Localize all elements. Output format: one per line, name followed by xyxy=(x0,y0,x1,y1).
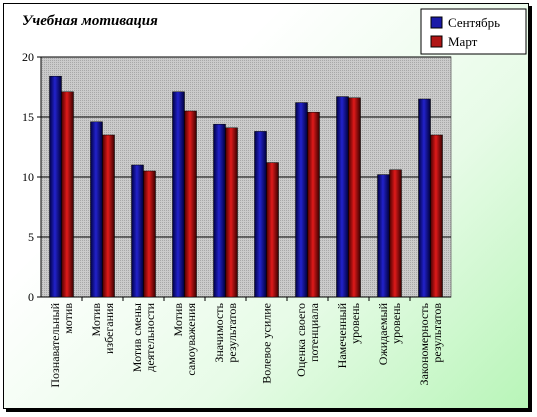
bar-september xyxy=(131,164,144,298)
y-tick-label: 20 xyxy=(22,50,34,64)
category-label: Значимость xyxy=(212,302,226,362)
category-label: самоуважения xyxy=(184,303,198,376)
bar-march xyxy=(102,134,115,298)
bar-september xyxy=(90,121,103,298)
category-label: избегания xyxy=(102,303,116,355)
bar-march xyxy=(143,170,156,298)
y-tick-labels: 0 5 10 15 20 xyxy=(22,50,34,304)
category-label: результатов xyxy=(225,303,239,363)
bar-september xyxy=(254,131,267,298)
bar-march xyxy=(389,169,402,298)
bar-september xyxy=(49,75,62,298)
legend-swatch-march xyxy=(430,35,443,48)
y-tick-label: 0 xyxy=(28,290,34,304)
category-label: деятельности xyxy=(143,302,157,371)
bar-september xyxy=(295,102,308,298)
legend-swatch-september xyxy=(430,16,443,29)
legend-label-march: Март xyxy=(448,34,478,49)
bar-march xyxy=(184,110,197,298)
chart-title: Учебная мотивация xyxy=(22,13,158,29)
category-label: Закономерность xyxy=(417,302,431,385)
category-label: Мотив xyxy=(89,303,103,337)
chart-svg: Учебная мотивация 0 5 10 15 20 Познавательны… xyxy=(22,8,527,388)
category-label: Мотив смены xyxy=(130,303,144,372)
bar-march xyxy=(266,162,279,298)
bar-march xyxy=(225,127,238,298)
bar-september xyxy=(336,96,349,298)
category-label: Ожидаемый xyxy=(376,302,390,365)
bar-march xyxy=(61,91,74,298)
category-label: Оценка своего xyxy=(294,303,308,377)
category-label: уровень xyxy=(348,302,362,343)
y-tick-label: 15 xyxy=(22,110,34,124)
category-labels: Познавательный мотив Мотив избегания Мотив с… xyxy=(48,302,444,387)
bar-march xyxy=(430,134,443,298)
category-label: Волевое усилие xyxy=(260,303,274,384)
bar-september xyxy=(172,91,185,298)
legend-label-september: Сентябрь xyxy=(448,15,500,30)
y-tick-label: 5 xyxy=(28,230,34,244)
category-label: мотив xyxy=(61,303,75,334)
bar-march xyxy=(307,111,320,298)
category-label: результатов xyxy=(430,303,444,363)
category-label: Мотив xyxy=(171,303,185,337)
category-label: потенциала xyxy=(307,302,321,362)
category-label: Намеченный xyxy=(335,302,349,368)
bar-september xyxy=(377,174,390,298)
legend: Сентябрь Март xyxy=(420,8,527,55)
y-tick-label: 10 xyxy=(22,170,34,184)
bars xyxy=(49,75,443,298)
chart-frame: Учебная мотивация 0 5 10 15 20 Познавательны… xyxy=(3,3,529,409)
bar-september xyxy=(418,98,431,298)
category-label: Познавательный xyxy=(48,302,62,387)
category-label: уровень xyxy=(389,302,403,343)
bar-march xyxy=(348,97,361,298)
bar-september xyxy=(213,123,226,298)
